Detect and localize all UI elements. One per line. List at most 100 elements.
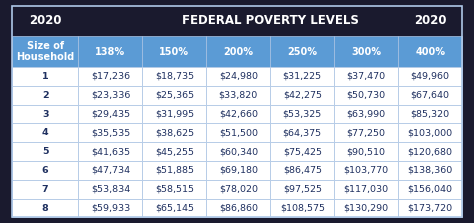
Text: 7: 7 xyxy=(42,185,48,194)
Text: $64,375: $64,375 xyxy=(283,128,322,137)
Bar xyxy=(12,161,79,180)
Text: $23,336: $23,336 xyxy=(91,91,130,100)
Bar xyxy=(334,142,398,161)
Bar xyxy=(206,105,270,123)
Bar xyxy=(270,199,334,217)
Text: $90,510: $90,510 xyxy=(347,147,386,156)
Text: $97,525: $97,525 xyxy=(283,185,322,194)
Text: $50,730: $50,730 xyxy=(346,91,386,100)
Text: 1: 1 xyxy=(42,72,48,81)
Text: $60,340: $60,340 xyxy=(219,147,258,156)
Bar xyxy=(398,199,462,217)
Bar xyxy=(142,36,206,67)
Bar xyxy=(270,142,334,161)
Bar xyxy=(398,36,462,67)
Bar xyxy=(79,142,142,161)
Text: $25,365: $25,365 xyxy=(155,91,194,100)
Text: $138,360: $138,360 xyxy=(408,166,453,175)
Bar xyxy=(206,161,270,180)
Text: 8: 8 xyxy=(42,204,48,213)
Text: $59,933: $59,933 xyxy=(91,204,130,213)
Text: $156,040: $156,040 xyxy=(408,185,453,194)
Text: $103,770: $103,770 xyxy=(344,166,389,175)
Bar xyxy=(270,86,334,105)
Bar xyxy=(12,86,79,105)
Text: $86,860: $86,860 xyxy=(219,204,258,213)
Bar xyxy=(79,199,142,217)
Bar xyxy=(398,161,462,180)
Text: 6: 6 xyxy=(42,166,48,175)
Text: $24,980: $24,980 xyxy=(219,72,258,81)
Bar xyxy=(12,123,79,142)
Text: $41,635: $41,635 xyxy=(91,147,130,156)
Bar xyxy=(79,180,142,199)
Text: $35,535: $35,535 xyxy=(91,128,130,137)
Bar xyxy=(398,180,462,199)
Bar xyxy=(12,6,462,36)
Text: 250%: 250% xyxy=(287,47,317,57)
Bar xyxy=(79,67,142,86)
Bar xyxy=(334,180,398,199)
Text: $173,720: $173,720 xyxy=(408,204,453,213)
Bar xyxy=(398,86,462,105)
Text: $77,250: $77,250 xyxy=(347,128,386,137)
Text: $117,030: $117,030 xyxy=(344,185,389,194)
Bar xyxy=(270,36,334,67)
Text: $17,236: $17,236 xyxy=(91,72,130,81)
Text: $75,425: $75,425 xyxy=(283,147,322,156)
Text: $69,180: $69,180 xyxy=(219,166,258,175)
Text: $130,290: $130,290 xyxy=(344,204,389,213)
Text: $29,435: $29,435 xyxy=(91,109,130,118)
Text: $103,000: $103,000 xyxy=(408,128,453,137)
Text: $47,734: $47,734 xyxy=(91,166,130,175)
Bar xyxy=(142,67,206,86)
Text: 3: 3 xyxy=(42,109,48,118)
Bar xyxy=(142,105,206,123)
Bar xyxy=(206,67,270,86)
Text: 400%: 400% xyxy=(415,47,445,57)
Bar xyxy=(270,105,334,123)
Text: $67,640: $67,640 xyxy=(410,91,450,100)
Bar xyxy=(206,142,270,161)
Text: $51,885: $51,885 xyxy=(155,166,194,175)
Bar xyxy=(206,36,270,67)
Bar xyxy=(398,105,462,123)
Bar xyxy=(12,36,79,67)
Bar xyxy=(206,199,270,217)
Text: 300%: 300% xyxy=(351,47,381,57)
Text: 138%: 138% xyxy=(95,47,126,57)
Bar xyxy=(12,105,79,123)
Text: 200%: 200% xyxy=(223,47,253,57)
Bar xyxy=(334,105,398,123)
Bar xyxy=(79,161,142,180)
Text: $18,735: $18,735 xyxy=(155,72,194,81)
Bar xyxy=(12,67,79,86)
Bar xyxy=(398,123,462,142)
Bar xyxy=(334,86,398,105)
Bar xyxy=(334,36,398,67)
Text: $120,680: $120,680 xyxy=(408,147,453,156)
Bar xyxy=(398,67,462,86)
Bar xyxy=(79,105,142,123)
Text: $49,960: $49,960 xyxy=(410,72,450,81)
Text: $33,820: $33,820 xyxy=(219,91,258,100)
Bar xyxy=(142,86,206,105)
Text: 2: 2 xyxy=(42,91,48,100)
Bar xyxy=(79,123,142,142)
Text: $65,145: $65,145 xyxy=(155,204,194,213)
Bar xyxy=(334,123,398,142)
Text: FEDERAL POVERTY LEVELS: FEDERAL POVERTY LEVELS xyxy=(182,14,359,27)
Bar xyxy=(270,123,334,142)
Text: $42,660: $42,660 xyxy=(219,109,258,118)
Text: $51,500: $51,500 xyxy=(219,128,258,137)
Bar xyxy=(79,86,142,105)
Bar xyxy=(206,180,270,199)
Bar xyxy=(12,180,79,199)
Bar xyxy=(142,161,206,180)
Bar xyxy=(142,199,206,217)
Text: $45,255: $45,255 xyxy=(155,147,194,156)
Text: $78,020: $78,020 xyxy=(219,185,258,194)
Text: $42,275: $42,275 xyxy=(283,91,322,100)
Text: $31,995: $31,995 xyxy=(155,109,194,118)
Bar xyxy=(270,161,334,180)
